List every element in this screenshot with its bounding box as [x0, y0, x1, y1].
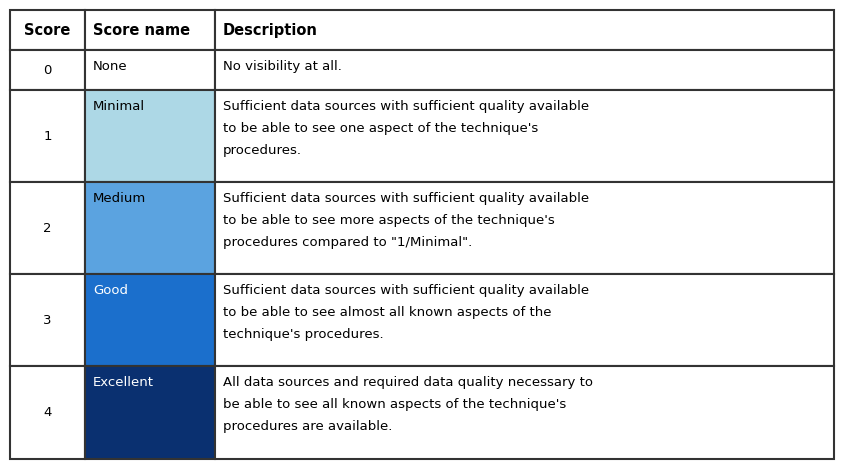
Bar [215, 274, 834, 366]
Text: Score: Score [24, 23, 71, 38]
Text: Description: Description [223, 23, 318, 38]
Text: None: None [93, 60, 127, 73]
Bar [10, 50, 85, 90]
Text: 4: 4 [43, 406, 51, 419]
Text: Sufficient data sources with sufficient quality available
to be able to see almo: Sufficient data sources with sufficient … [223, 284, 589, 341]
Bar [85, 366, 215, 459]
Text: Medium: Medium [93, 192, 146, 205]
Text: Good: Good [93, 284, 128, 297]
Text: 2: 2 [43, 221, 51, 234]
Bar [85, 90, 215, 182]
Bar [85, 274, 215, 366]
Bar [10, 10, 85, 50]
Text: Sufficient data sources with sufficient quality available
to be able to see more: Sufficient data sources with sufficient … [223, 192, 589, 249]
Text: 3: 3 [43, 313, 51, 326]
Text: Sufficient data sources with sufficient quality available
to be able to see one : Sufficient data sources with sufficient … [223, 100, 589, 157]
Text: 0: 0 [43, 63, 51, 76]
Bar [85, 50, 215, 90]
Bar [215, 10, 834, 50]
Bar [85, 10, 215, 50]
Text: Minimal: Minimal [93, 100, 145, 113]
Bar [215, 90, 834, 182]
Bar [10, 274, 85, 366]
Bar [85, 182, 215, 274]
Bar [10, 90, 85, 182]
Bar [215, 50, 834, 90]
Text: Score name: Score name [93, 23, 190, 38]
Text: All data sources and required data quality necessary to
be able to see all known: All data sources and required data quali… [223, 376, 593, 433]
Bar [10, 182, 85, 274]
Text: 1: 1 [43, 129, 51, 143]
Bar [215, 366, 834, 459]
Bar [215, 182, 834, 274]
Text: Excellent: Excellent [93, 376, 154, 389]
Text: No visibility at all.: No visibility at all. [223, 60, 342, 73]
Bar [10, 366, 85, 459]
